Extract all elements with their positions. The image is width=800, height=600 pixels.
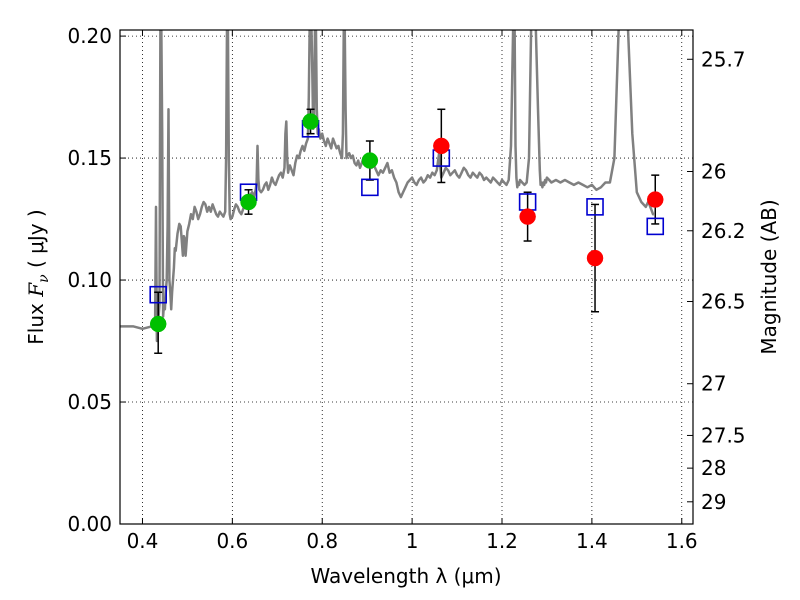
- observed-circle-marker: [361, 152, 379, 169]
- observed-circle-marker: [586, 249, 604, 267]
- x-tick-label: 1.4: [576, 529, 608, 553]
- observed-circle-marker: [149, 315, 167, 333]
- x-axis-title: Wavelength λ (μm): [310, 564, 501, 588]
- y2-axis-title: Magnitude (AB): [757, 199, 781, 354]
- y2-tick-label: 26: [701, 159, 726, 183]
- y-axis-title-subscript: ν: [36, 274, 52, 283]
- y2-axis-ticks: 25.7 26 26.2 26.5 27 27.5 28 29: [687, 47, 746, 514]
- y-axis-title-symbol: F: [24, 282, 48, 298]
- x-tick-label: 0.4: [127, 529, 159, 553]
- observed-circle-marker: [302, 113, 319, 130]
- y-axis-title-prefix: Flux: [24, 297, 48, 345]
- y-tick-label: 0.20: [67, 24, 112, 48]
- x-tick-label: 1.2: [486, 529, 518, 553]
- plot-frame: [119, 29, 694, 525]
- y2-tick-label: 27.5: [701, 423, 746, 447]
- observed-circle-marker: [519, 208, 536, 225]
- x-tick-label: 1.6: [666, 529, 698, 553]
- x-axis-ticks: 0.4 0.6 0.8 1 1.2 1.4 1.6: [127, 30, 698, 553]
- x-tick-label: 1: [406, 529, 419, 553]
- x-tick-label: 0.6: [216, 529, 248, 553]
- y-tick-label: 0.15: [67, 146, 112, 170]
- model-square-marker: [149, 285, 167, 304]
- y2-tick-label: 28: [701, 456, 726, 480]
- photometry-markers: [149, 113, 665, 333]
- y2-tick-label: 26.5: [701, 290, 746, 314]
- observed-circle-marker: [646, 191, 664, 208]
- x-tick-label: 0.8: [306, 529, 338, 553]
- y2-tick-label: 25.7: [701, 47, 746, 71]
- model-spectrum-line: [120, 30, 655, 343]
- y2-tick-label: 26.2: [701, 219, 746, 243]
- observed-circle-marker: [433, 137, 450, 155]
- y-axis-ticks: 0.00 0.05 0.10 0.15 0.20: [67, 24, 126, 536]
- y-axis-title: Flux Fν ( μJy ): [24, 209, 52, 344]
- model-square-marker: [646, 217, 665, 236]
- model-square-marker: [361, 178, 379, 197]
- y-tick-label: 0.10: [67, 268, 112, 292]
- observed-circle-marker: [240, 193, 257, 211]
- model-square-marker: [586, 198, 604, 216]
- y-axis-title-units: ( μJy ): [24, 209, 48, 274]
- y-tick-label: 0.05: [67, 390, 112, 414]
- y2-tick-label: 27: [701, 372, 726, 396]
- y2-tick-label: 29: [701, 490, 726, 514]
- y-tick-label: 0.00: [67, 512, 112, 536]
